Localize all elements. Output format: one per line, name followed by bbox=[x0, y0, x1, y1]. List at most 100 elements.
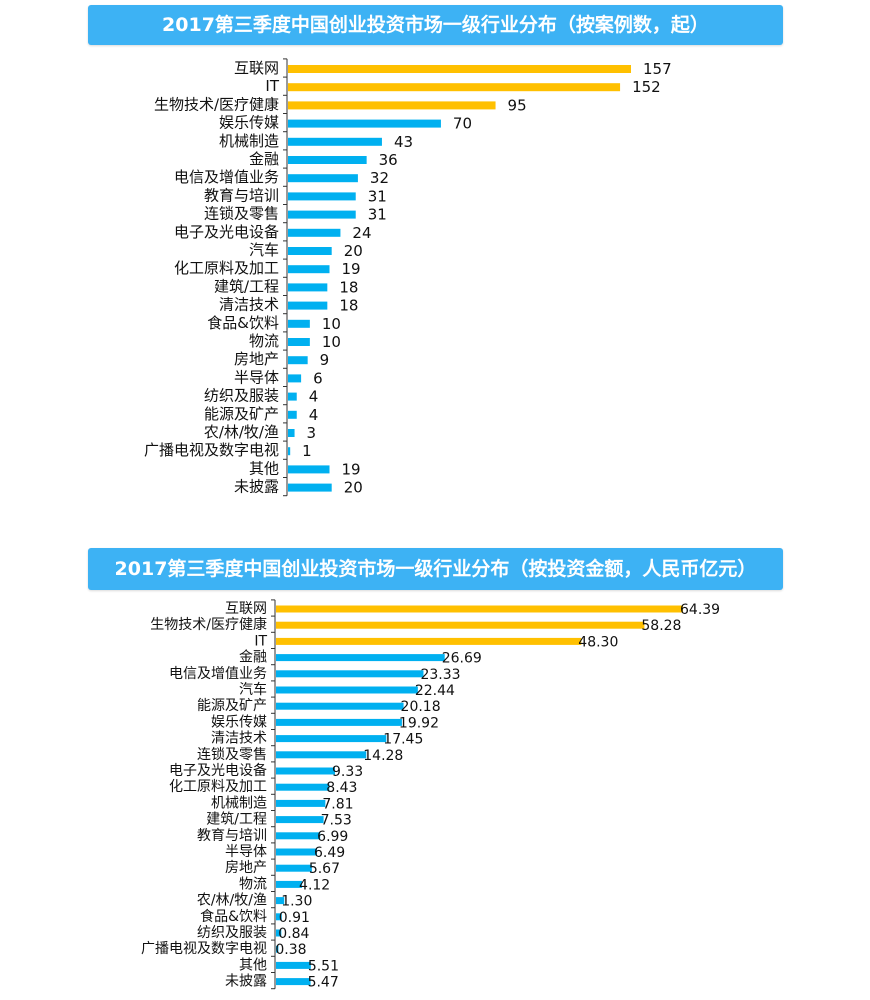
category-label: 化工原料及加工 bbox=[169, 779, 267, 795]
value-label: 20.18 bbox=[401, 699, 441, 715]
bar bbox=[276, 702, 404, 710]
bar bbox=[276, 637, 582, 645]
category-label: 广播电视及数字电视 bbox=[144, 441, 279, 459]
value-label: 95 bbox=[508, 96, 527, 114]
bar bbox=[288, 247, 332, 255]
category-label: 其他 bbox=[249, 459, 279, 477]
value-label: 7.81 bbox=[322, 796, 353, 812]
value-label: 19 bbox=[342, 260, 361, 278]
bar bbox=[288, 338, 310, 346]
category-label: 连锁及零售 bbox=[197, 747, 267, 763]
category-label: 半导体 bbox=[225, 844, 267, 860]
value-label: 26.69 bbox=[442, 651, 482, 667]
category-label: 汽车 bbox=[249, 241, 279, 259]
value-label: 20 bbox=[344, 479, 363, 497]
category-label: 互联网 bbox=[234, 59, 279, 77]
category-label: 食品&饮料 bbox=[200, 908, 267, 925]
category-label: 建筑/工程 bbox=[214, 277, 279, 295]
value-label: 23.33 bbox=[420, 667, 460, 683]
bar bbox=[276, 978, 311, 986]
bar bbox=[276, 751, 367, 759]
category-label: 清洁技术 bbox=[219, 296, 279, 314]
category-label: 连锁及零售 bbox=[204, 205, 279, 223]
bar bbox=[276, 718, 402, 726]
bar bbox=[288, 392, 297, 401]
category-label: 清洁技术 bbox=[211, 731, 267, 747]
bar bbox=[276, 816, 324, 824]
category-label: 汽车 bbox=[239, 681, 267, 698]
bar bbox=[276, 864, 312, 872]
bar bbox=[276, 605, 683, 613]
value-label: 0.84 bbox=[278, 926, 309, 942]
category-label: 电信及增值业务 bbox=[169, 666, 267, 682]
bar bbox=[288, 65, 631, 73]
bar bbox=[276, 670, 424, 678]
value-label: 0.38 bbox=[275, 942, 306, 958]
bar bbox=[288, 483, 332, 492]
value-label: 36 bbox=[379, 151, 398, 169]
value-label: 22.44 bbox=[415, 683, 455, 699]
chart-2-title: 2017第三季度中国创业投资市场一级行业分布（按投资金额，人民币亿元） bbox=[88, 548, 783, 590]
bar bbox=[276, 832, 321, 840]
bar bbox=[276, 735, 387, 743]
value-label: 17.45 bbox=[383, 732, 423, 748]
category-label: 农/林/牧/渔 bbox=[197, 893, 267, 909]
bar bbox=[288, 210, 356, 219]
category-label: 电子及光电设备 bbox=[174, 223, 279, 241]
bar bbox=[276, 897, 285, 905]
category-label: 其他 bbox=[239, 957, 267, 973]
value-label: 152 bbox=[632, 78, 661, 96]
bar bbox=[288, 447, 291, 456]
bar bbox=[288, 301, 328, 310]
bar bbox=[276, 929, 282, 937]
category-label: 物流 bbox=[239, 876, 267, 892]
bar bbox=[276, 945, 279, 953]
bar bbox=[288, 356, 308, 365]
category-label: 教育与培训 bbox=[204, 186, 279, 204]
bar bbox=[288, 265, 330, 274]
category-label: 房地产 bbox=[234, 350, 279, 368]
bar bbox=[288, 192, 356, 201]
category-label: 生物技术/医疗健康 bbox=[154, 95, 279, 113]
value-label: 4.12 bbox=[299, 877, 330, 893]
bar bbox=[288, 156, 367, 164]
bar bbox=[276, 799, 326, 807]
bar bbox=[288, 83, 621, 92]
category-label: 建筑/工程 bbox=[206, 812, 267, 828]
bar bbox=[276, 767, 335, 775]
value-label: 5.67 bbox=[309, 861, 340, 877]
value-label: 9 bbox=[320, 351, 330, 369]
bar bbox=[288, 228, 341, 237]
category-label: 能源及矿产 bbox=[204, 405, 279, 423]
category-label: 生物技术/医疗健康 bbox=[150, 616, 267, 633]
value-label: 24 bbox=[352, 224, 371, 242]
value-label: 6.99 bbox=[317, 829, 348, 845]
category-label: 娱乐传媒 bbox=[211, 714, 267, 730]
category-label: IT bbox=[265, 77, 279, 95]
value-label: 5.47 bbox=[308, 975, 339, 991]
bar bbox=[276, 848, 318, 856]
category-label: 教育与培训 bbox=[197, 828, 267, 844]
value-label: 3 bbox=[307, 424, 317, 442]
value-label: 157 bbox=[643, 60, 672, 78]
value-label: 43 bbox=[394, 133, 413, 151]
value-label: 31 bbox=[368, 187, 387, 205]
category-label: 能源及矿产 bbox=[197, 698, 267, 714]
value-label: 8.43 bbox=[326, 780, 357, 796]
bar bbox=[288, 101, 496, 110]
bar bbox=[288, 137, 382, 146]
value-label: 18 bbox=[339, 297, 358, 315]
value-label: 4 bbox=[309, 388, 319, 406]
bar bbox=[288, 410, 297, 419]
category-label: 机械制造 bbox=[211, 795, 267, 811]
category-label: 房地产 bbox=[225, 860, 267, 876]
value-label: 10 bbox=[322, 333, 341, 351]
bar bbox=[288, 465, 330, 474]
category-label: 娱乐传媒 bbox=[219, 114, 279, 132]
bar bbox=[288, 119, 441, 128]
category-label: 未披露 bbox=[234, 478, 279, 496]
bar bbox=[288, 174, 358, 183]
value-label: 18 bbox=[339, 278, 358, 296]
category-label: 金融 bbox=[249, 150, 279, 168]
